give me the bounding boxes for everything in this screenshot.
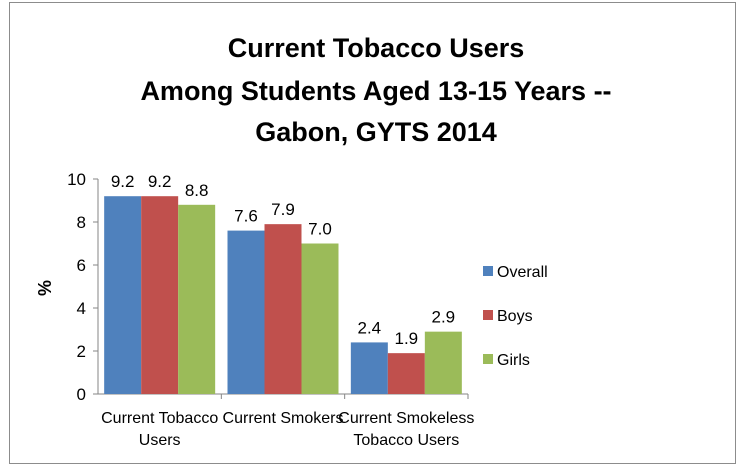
legend-label-overall: Overall	[497, 264, 548, 281]
legend-label-girls: Girls	[497, 352, 530, 369]
x-category-label: Tobacco Users	[353, 432, 459, 449]
legend-swatch-girls	[483, 354, 493, 364]
x-category-label: Current Smokeless	[338, 410, 474, 427]
data-label: 9.2	[111, 172, 135, 191]
bar-boys	[264, 224, 302, 394]
chart-title: Current Tobacco Users Among Students Age…	[140, 33, 611, 147]
bar-girls	[424, 331, 462, 394]
y-tick-label: 6	[77, 256, 86, 275]
chart-title-line-3: Gabon, GYTS 2014	[255, 117, 497, 147]
bar-overall	[350, 342, 388, 394]
legend-label-boys: Boys	[497, 308, 533, 325]
x-category-label: Users	[139, 432, 181, 449]
y-axis-title: %	[35, 280, 55, 296]
bar-girls	[301, 243, 339, 394]
bar-boys	[141, 196, 179, 394]
y-tick-label: 10	[67, 170, 86, 189]
legend: Overall Boys Girls	[483, 264, 548, 369]
bar-girls	[178, 204, 216, 394]
bar-boys	[387, 353, 425, 394]
x-category-label: Current Tobacco	[101, 410, 218, 427]
chart-title-line-2: Among Students Aged 13-15 Years --	[140, 76, 611, 106]
data-label: 7.6	[234, 207, 258, 226]
data-label: 9.2	[148, 172, 172, 191]
data-label: 7.0	[308, 220, 332, 239]
data-label: 2.4	[358, 318, 382, 337]
y-tick-label: 2	[77, 342, 86, 361]
data-label: 2.9	[432, 308, 456, 327]
data-label: 1.9	[395, 329, 419, 348]
bars	[104, 196, 462, 394]
data-labels: 9.2 9.2 8.8 7.6 7.9 7.0 2.4 1.9 2.9	[111, 172, 455, 348]
legend-swatch-overall	[483, 266, 493, 276]
x-category-label: Current Smokers	[223, 410, 344, 427]
legend-swatch-boys	[483, 310, 493, 320]
axes: 0 2 4 6 8 10 Current Tobacco Users Current Smoke…	[67, 170, 474, 449]
data-label: 7.9	[271, 200, 295, 219]
bar-overall	[104, 196, 142, 394]
y-tick-label: 0	[77, 385, 86, 404]
chart-title-line-1: Current Tobacco Users	[228, 33, 525, 63]
y-tick-label: 8	[77, 213, 86, 232]
data-label: 8.8	[185, 181, 209, 200]
bar-overall	[227, 230, 265, 394]
y-tick-label: 4	[77, 299, 86, 318]
